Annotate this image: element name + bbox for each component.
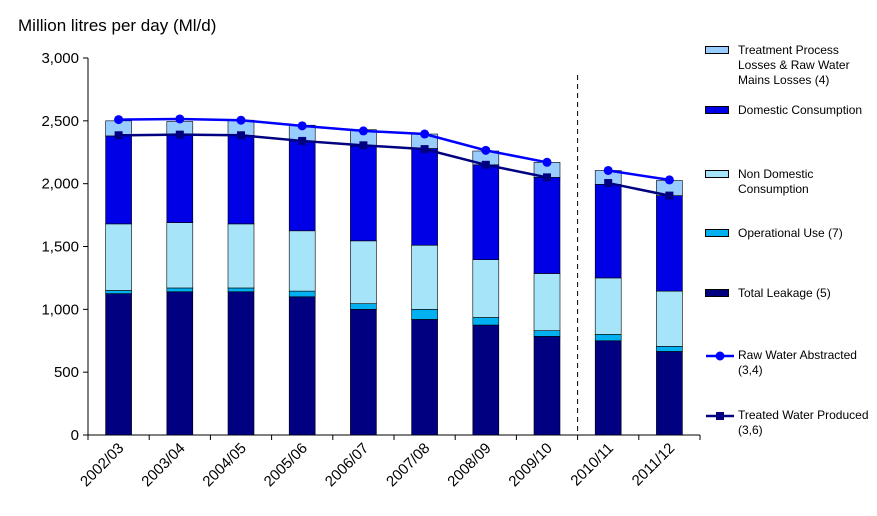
- bar-segment: [166, 222, 194, 289]
- bar-segment: [288, 230, 316, 292]
- line-point-marker: [114, 115, 124, 125]
- bar-segment: [227, 287, 255, 293]
- line-point-marker: [236, 115, 246, 125]
- y-axis-title: Million litres per day (Ml/d): [18, 16, 217, 35]
- bar-segment: [656, 195, 683, 292]
- x-tick-label: 2008/09: [444, 440, 494, 490]
- x-tick-label: 2004/05: [199, 440, 249, 490]
- bar-segment: [105, 223, 132, 291]
- line-point-marker: [481, 160, 490, 169]
- bar-segment: [594, 183, 622, 279]
- bar-segment: [533, 330, 561, 337]
- line-point-marker: [297, 121, 307, 131]
- bar-segment: [533, 273, 561, 331]
- bar-segment: [227, 134, 255, 225]
- bar-segment: [656, 351, 683, 436]
- line-point-marker: [298, 136, 307, 145]
- legend-label: Treated Water Produced (3,6): [738, 408, 869, 437]
- series-line: [118, 117, 548, 164]
- line-point-marker: [481, 145, 491, 155]
- bar-segment: [594, 277, 622, 335]
- y-tick-label: 2,500: [41, 113, 79, 130]
- bar-segment: [411, 148, 438, 246]
- line-point-marker: [420, 129, 430, 139]
- line-point-marker: [359, 141, 368, 150]
- line-point-marker: [665, 191, 674, 200]
- legend-line-symbol: [706, 412, 734, 420]
- bar-segment: [472, 259, 500, 318]
- legend-swatch: [705, 170, 729, 178]
- bar-segment: [656, 346, 683, 352]
- line-point-marker: [114, 131, 123, 140]
- legend-label: Treatment Process Losses & Raw Water Mai…: [738, 43, 850, 87]
- bar-segment: [288, 140, 316, 232]
- x-tick-label: 2010/11: [567, 440, 617, 490]
- series-line: [607, 181, 670, 197]
- line-point-marker: [543, 173, 551, 182]
- bar-segment: [533, 177, 561, 274]
- bar-segment: [350, 145, 377, 242]
- y-tick-label: 2,000: [41, 176, 79, 193]
- line-point-marker: [237, 131, 245, 140]
- bar-segment: [166, 134, 194, 223]
- bar-segment: [105, 293, 132, 436]
- legend-label: Domestic Consumption: [738, 103, 863, 117]
- x-tick-label: 2002/03: [77, 440, 127, 490]
- bar-segment: [472, 317, 500, 326]
- x-tick-label: 2006/07: [322, 440, 372, 490]
- bar-segment: [288, 290, 316, 298]
- legend-label: Non Domestic Consumption: [738, 167, 814, 196]
- line-point-marker: [664, 175, 674, 185]
- line-point-marker: [175, 130, 184, 139]
- x-tick-label: 2011/12: [629, 440, 679, 490]
- bar-segment: [105, 135, 132, 225]
- bar-segment: [656, 290, 683, 347]
- y-tick-label: 1,500: [41, 239, 79, 256]
- x-tick-label: 2005/06: [261, 440, 311, 490]
- x-tick-label: 2009/10: [505, 440, 555, 490]
- line-point-marker: [604, 179, 613, 188]
- bar-segment: [533, 336, 561, 436]
- bar-segment: [411, 244, 438, 310]
- legend: Treatment Process Losses & Raw Water Mai…: [705, 0, 877, 516]
- y-tick-label: 500: [54, 364, 79, 381]
- bar-segment: [594, 334, 622, 342]
- legend-label: Total Leakage (5): [738, 286, 831, 300]
- line-point-marker: [175, 114, 185, 124]
- bar-segment: [594, 340, 622, 436]
- series-line: [118, 133, 548, 179]
- bar-segment: [472, 164, 500, 260]
- series-line: [608, 169, 670, 182]
- x-tick-label: 2007/08: [383, 440, 433, 490]
- legend-swatch: [705, 289, 729, 297]
- legend-swatch: [705, 46, 729, 54]
- line-point-marker: [358, 126, 368, 136]
- bar-segment: [411, 309, 438, 320]
- bar-segment: [472, 324, 500, 436]
- bar-segment: [350, 309, 377, 436]
- bar-segment: [411, 319, 438, 436]
- line-point-marker: [420, 145, 429, 154]
- y-tick-label: 1,000: [41, 301, 79, 318]
- bar-segment: [166, 291, 194, 436]
- line-point-marker: [603, 165, 613, 175]
- legend-label: Operational Use (7): [738, 226, 843, 240]
- bar-segment: [350, 303, 377, 310]
- bar-segment: [350, 240, 377, 304]
- y-tick-label: 0: [71, 427, 79, 444]
- y-tick-label: 3,000: [41, 50, 79, 67]
- bar-segment: [227, 223, 255, 289]
- line-point-marker: [542, 157, 552, 167]
- legend-swatch: [705, 106, 729, 114]
- legend-label: Raw Water Abstracted (3,4): [738, 348, 857, 377]
- legend-swatch: [705, 229, 729, 237]
- bar-segment: [227, 291, 255, 436]
- x-tick-label: 2003/04: [138, 440, 188, 490]
- bar-segment: [105, 290, 132, 294]
- legend-line-symbol: [706, 351, 734, 361]
- bar-segment: [166, 287, 194, 293]
- bar-segment: [288, 296, 316, 436]
